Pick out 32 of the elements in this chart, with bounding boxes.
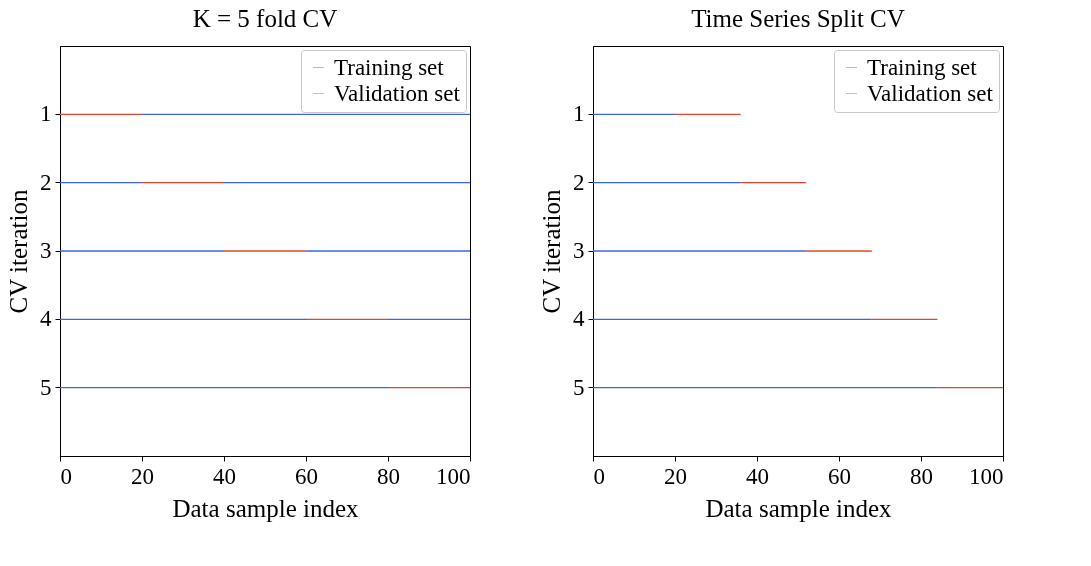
y-tick-label: 2 (40, 169, 52, 195)
legend-label: Validation set (867, 80, 994, 106)
x-tick-label: 0 (593, 463, 605, 489)
x-tick-label: 80 (910, 463, 933, 489)
y-tick-label: 4 (573, 306, 585, 332)
x-tick-label: 40 (746, 463, 769, 489)
y-axis-title: CV iteration (5, 189, 32, 314)
x-tick-label: 20 (131, 463, 154, 489)
x-tick-label: 20 (664, 463, 687, 489)
x-tick-label: 60 (828, 463, 851, 489)
legend-label: Training set (867, 54, 978, 80)
x-tick-label: 100 (436, 463, 471, 489)
legend-label: Validation set (334, 80, 461, 106)
y-tick-label: 5 (40, 374, 52, 400)
y-tick-label: 3 (573, 238, 585, 263)
x-axis-title: Data sample index (705, 494, 893, 522)
y-tick-label: 2 (573, 169, 585, 195)
chart-title: Time Series Split CV (691, 5, 905, 32)
x-axis-title: Data sample index (172, 494, 360, 522)
x-tick-label: 60 (295, 463, 318, 489)
legend-label: Training set (334, 54, 445, 80)
x-tick-label: 40 (213, 463, 236, 489)
y-tick-label: 4 (40, 306, 52, 332)
x-tick-label: 80 (377, 463, 400, 489)
y-tick-label: 1 (40, 101, 52, 127)
y-axis-title: CV iteration (538, 189, 565, 314)
y-tick-label: 1 (573, 101, 585, 127)
x-tick-label: 0 (60, 463, 72, 489)
y-tick-label: 5 (573, 374, 585, 400)
x-tick-label: 100 (969, 463, 1004, 489)
y-tick-label: 3 (40, 238, 52, 263)
chart-title: K = 5 fold CV (192, 5, 338, 32)
